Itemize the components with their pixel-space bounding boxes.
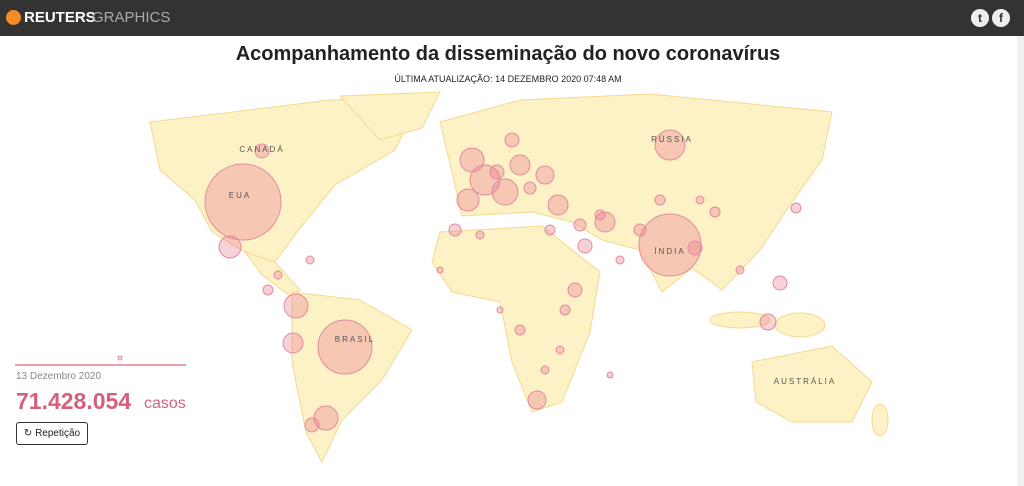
brand: REUTERS [24, 9, 96, 26]
bubble [496, 306, 504, 314]
bubble [475, 230, 485, 240]
counter-date: 13 Dezembro 2020 [16, 371, 102, 382]
map-label: CANADÁ [239, 145, 284, 154]
bubble [448, 223, 462, 237]
bubble [117, 355, 123, 361]
bubble [555, 345, 565, 355]
bubble [204, 163, 282, 241]
bubble [654, 194, 666, 206]
bubble [559, 304, 571, 316]
bubble [514, 324, 526, 336]
logo [6, 10, 21, 25]
scrollbar[interactable] [1017, 36, 1024, 486]
bubble [790, 202, 802, 214]
header-bar: REUTERS GRAPHICS t f [0, 0, 1024, 36]
bubble [567, 282, 583, 298]
title: Acompanhamento da disseminação do novo c… [235, 43, 781, 65]
bubble [687, 240, 703, 256]
bubble [547, 194, 569, 216]
button-label: Repetição [35, 428, 81, 439]
bubble [523, 181, 537, 195]
counter-rule [15, 364, 186, 366]
bubble [594, 209, 606, 221]
section: GRAPHICS [92, 9, 171, 26]
bubble [735, 265, 745, 275]
twitter-button[interactable]: t [971, 9, 989, 27]
bubble [527, 390, 547, 410]
bubble [305, 255, 315, 265]
bubble [273, 270, 283, 280]
bubble [304, 417, 320, 433]
bubble [283, 293, 309, 319]
bubble [262, 284, 274, 296]
bubble [282, 332, 304, 354]
map-label: RÚSSIA [651, 135, 693, 144]
case-bubbles [117, 129, 802, 433]
bubble [633, 223, 647, 237]
bubble [509, 154, 531, 176]
facebook-button[interactable]: f [992, 9, 1010, 27]
bubble [254, 143, 270, 159]
subtitle: ÚLTIMA ATUALIZAÇÃO: 14 DEZEMBRO 2020 07:… [394, 74, 622, 84]
bubble [489, 164, 505, 180]
bubble [544, 224, 556, 236]
bubble [218, 235, 242, 259]
case-unit: casos [144, 395, 186, 412]
replay-button[interactable]: ↻ Repetição [16, 422, 88, 445]
map-label: EUA [229, 191, 251, 200]
bubble [759, 313, 777, 331]
bubble [573, 218, 587, 232]
map-label: AUSTRÁLIA [774, 377, 836, 386]
case-count: 71.428.054 [16, 388, 132, 414]
bubble [540, 365, 550, 375]
bubble [606, 371, 614, 379]
bubble [594, 211, 616, 233]
land [149, 91, 889, 464]
bubble [772, 275, 788, 291]
bubble [317, 319, 373, 375]
map-label: ÍNDIA [654, 247, 685, 256]
bubble [491, 178, 519, 206]
bubble [654, 129, 686, 161]
map-label: BRASIL [335, 335, 375, 344]
bubble [535, 165, 555, 185]
bubble [695, 195, 705, 205]
bubble [709, 206, 721, 218]
bubble [436, 266, 444, 274]
bubble [615, 255, 625, 265]
bubble [504, 132, 520, 148]
bubble [577, 238, 593, 254]
bubble [456, 188, 480, 212]
